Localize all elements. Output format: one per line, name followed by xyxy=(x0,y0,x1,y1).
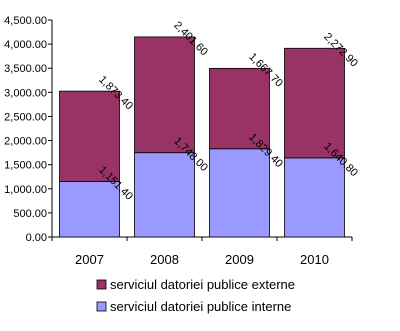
x-tick-label: 2010 xyxy=(300,252,329,267)
x-tick-label: 2007 xyxy=(75,252,104,267)
axes: 0.00 500.00 1,000.00 1,500.00 2,000.00 2,500.… xyxy=(4,15,353,267)
legend-label: serviciul datoriei publice interne xyxy=(110,299,291,314)
bar-segment xyxy=(284,47,345,159)
legend: serviciul datoriei publice externe servic… xyxy=(96,277,295,314)
y-tick-label: 2,000.00 xyxy=(4,136,47,148)
legend-label: serviciul datoriei publice externe xyxy=(110,277,295,292)
y-tick-label: 0.00 xyxy=(26,232,47,244)
x-tick-label: 2009 xyxy=(225,252,254,267)
legend-swatch xyxy=(96,301,107,312)
y-tick-label: 500.00 xyxy=(13,208,47,220)
y-tick-label: 1,000.00 xyxy=(4,184,47,196)
bar-segment xyxy=(59,181,120,238)
y-tick-label: 1,500.00 xyxy=(4,160,47,172)
y-tick-label: 3,000.00 xyxy=(4,87,47,99)
bar-segment xyxy=(134,152,195,238)
x-tick-label: 2008 xyxy=(150,252,179,267)
bar-segment xyxy=(209,148,270,238)
y-tick-label: 2,500.00 xyxy=(4,111,47,123)
bar-segment xyxy=(59,90,120,182)
legend-swatch xyxy=(96,279,107,290)
bars xyxy=(59,36,345,238)
bar-segment xyxy=(284,157,345,238)
bar-segment xyxy=(209,67,270,150)
y-tick-label: 3,500.00 xyxy=(4,63,47,75)
y-tick-label: 4,500.00 xyxy=(4,15,47,27)
bar-segment xyxy=(134,36,195,154)
y-tick-label: 4,000.00 xyxy=(4,39,47,51)
